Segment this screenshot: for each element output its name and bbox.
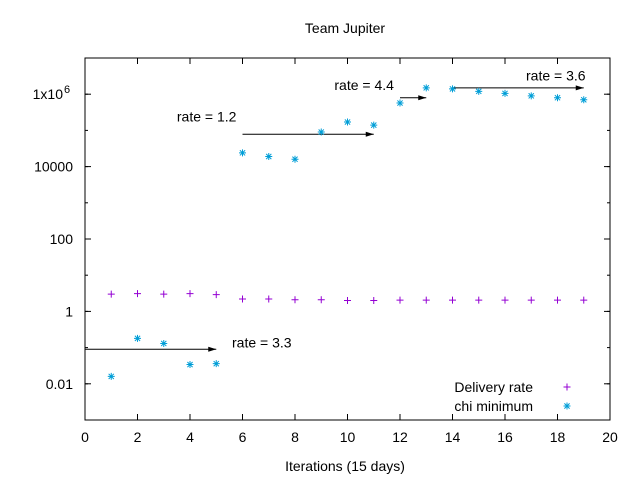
- delivery-rate-point: [396, 296, 404, 304]
- y-tick-label: 1: [65, 303, 73, 319]
- x-tick-label: 8: [291, 429, 299, 445]
- y-tick-label: 100: [50, 231, 74, 247]
- chart-title: Team Jupiter: [305, 20, 385, 36]
- delivery-rate-point: [370, 297, 378, 305]
- x-tick-label: 16: [497, 429, 513, 445]
- plot-frame: [84, 57, 611, 421]
- chi-minimum-point: [160, 339, 168, 347]
- delivery-rate-point: [422, 296, 430, 304]
- chi-minimum-point: [186, 361, 194, 369]
- annotation-text: rate = 3.6: [526, 67, 586, 83]
- annotation-arrows: [85, 85, 584, 352]
- delivery-rate-point: [265, 295, 273, 303]
- chi-minimum-point: [291, 155, 299, 163]
- chi-minimum-point: [501, 89, 509, 97]
- x-tick-label: 20: [602, 429, 618, 445]
- chi-minimum-point: [527, 92, 535, 100]
- delivery-rate-point: [580, 296, 588, 304]
- delivery-rate-point: [291, 296, 299, 304]
- y-tick-label: 10000: [34, 159, 73, 175]
- legend-marker-chi-minimum: [563, 402, 571, 410]
- chi-minimum-point: [475, 87, 483, 95]
- delivery-rate-point: [134, 290, 141, 298]
- chi-minimum-point: [134, 334, 141, 342]
- annotation-arrow-head: [418, 95, 427, 101]
- delivery-rate-point: [344, 297, 351, 305]
- annotations: rate = 3.3 rate = 1.2 rate = 4.4 rate = 3.6: [177, 67, 586, 350]
- chi-minimum-point: [422, 84, 430, 92]
- chi-minimum-point: [212, 360, 220, 368]
- delivery-rate-point: [317, 296, 325, 304]
- annotation-arrow-head: [575, 85, 584, 91]
- x-tick-label: 18: [550, 429, 566, 445]
- legend-label-delivery-rate: Delivery rate: [454, 379, 533, 395]
- legend-marker-delivery-rate: [563, 383, 571, 391]
- delivery-rate-point: [239, 295, 246, 303]
- plot-frame-group: [84, 57, 611, 421]
- x-tick-label: 12: [392, 429, 408, 445]
- delivery-rate-point: [160, 290, 168, 298]
- annotation-arrow-head: [208, 346, 217, 352]
- chi-minimum-point: [396, 99, 404, 107]
- legend-label-chi-minimum: chi minimum: [454, 398, 533, 414]
- chi-minimum-point: [317, 128, 325, 136]
- delivery-rate-point: [527, 296, 535, 304]
- chi-minimum-point: [107, 372, 115, 380]
- delivery-rate-point: [107, 290, 115, 298]
- delivery-rate-point: [475, 296, 483, 304]
- x-tick-label: 4: [186, 429, 194, 445]
- x-tick-label: 2: [134, 429, 142, 445]
- chi-minimum-point: [344, 118, 351, 126]
- delivery-rate-point: [554, 296, 561, 304]
- x-tick-label: 6: [239, 429, 247, 445]
- delivery-rate-point: [501, 296, 509, 304]
- delivery-rate-point: [449, 296, 456, 304]
- x-tick-label: 0: [81, 429, 89, 445]
- x-tick-label: 10: [340, 429, 356, 445]
- annotation-text: rate = 1.2: [177, 109, 237, 125]
- y-tick-label-exponent: 6: [64, 84, 70, 96]
- annotation-text: rate = 4.4: [334, 77, 394, 93]
- delivery-rate-point: [212, 291, 220, 299]
- chi-minimum-point: [239, 149, 246, 157]
- annotation-text: rate = 3.3: [232, 335, 292, 351]
- chi-minimum-point: [265, 153, 273, 161]
- delivery-rate-point: [186, 290, 194, 298]
- y-tick-label: 0.01: [46, 376, 73, 392]
- chi-minimum-point: [370, 121, 378, 129]
- annotation-arrow-head: [365, 131, 374, 137]
- x-axis-label: Iterations (15 days): [285, 458, 405, 474]
- y-tick-label: 1x10: [33, 86, 64, 102]
- data-points: [107, 84, 588, 380]
- chi-minimum-point: [449, 85, 456, 93]
- chi-minimum-point: [554, 94, 561, 102]
- chi-minimum-point: [580, 96, 588, 104]
- legend: Delivery rate chi minimum: [454, 379, 571, 414]
- x-tick-label: 14: [445, 429, 461, 445]
